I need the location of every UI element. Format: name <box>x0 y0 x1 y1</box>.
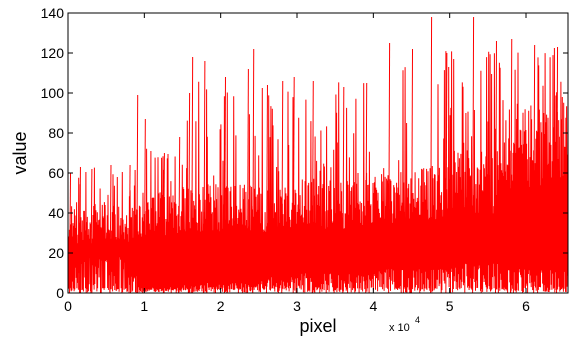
peak-spike <box>365 82 368 293</box>
series-line <box>68 47 568 293</box>
x-tick-label: 5 <box>446 298 454 314</box>
x-tick-label: 6 <box>522 298 530 314</box>
x-axis-multiplier-exponent: 4 <box>415 315 420 325</box>
x-axis-ticks: 0 1 2 3 4 5 6 <box>64 13 530 314</box>
peak-spike <box>311 80 314 293</box>
x-tick-label: 0 <box>64 298 72 314</box>
peak-spike <box>109 164 112 293</box>
x-tick-label: 3 <box>293 298 301 314</box>
peak-spike <box>281 80 284 293</box>
peak-spike <box>246 68 249 293</box>
y-tick-label: 120 <box>41 45 65 61</box>
plot-frame <box>67 12 569 294</box>
peak-spike <box>191 56 194 293</box>
y-tick-label: 100 <box>41 85 65 101</box>
peak-spike <box>411 48 414 293</box>
x-axis-multiplier: x 10 <box>389 322 410 334</box>
data-layer <box>68 16 568 293</box>
peak-spike <box>143 118 146 293</box>
peak-spike <box>265 84 268 293</box>
peak-spike <box>510 38 513 293</box>
plot-area <box>67 12 569 294</box>
peak-spike <box>90 168 93 293</box>
peak-spike <box>430 16 433 293</box>
y-tick-label: 0 <box>56 285 64 301</box>
peak-spike <box>162 152 165 293</box>
x-tick-label: 4 <box>369 298 377 314</box>
x-axis-label: pixel <box>299 316 336 336</box>
y-tick-label: 40 <box>48 205 64 221</box>
peak-spike <box>494 40 497 293</box>
peak-spike <box>69 172 72 293</box>
peak-spike <box>128 164 131 293</box>
y-tick-label: 60 <box>48 165 64 181</box>
peak-spike <box>342 86 345 293</box>
peak-spike <box>472 16 475 293</box>
peak-spike <box>188 92 191 293</box>
peak-spike <box>203 60 206 293</box>
peak-spike <box>178 136 181 293</box>
y-tick-label: 80 <box>48 125 64 141</box>
peak-spike <box>136 94 139 293</box>
peak-spike <box>292 76 295 293</box>
peak-spike <box>533 44 536 293</box>
y-axis-ticks: 0 20 40 60 80 100 120 140 <box>41 5 568 301</box>
peak-spike <box>388 42 391 293</box>
peak-spike <box>445 52 448 293</box>
x-tick-label: 2 <box>217 298 225 314</box>
y-axis-label: value <box>10 131 30 174</box>
y-tick-label: 140 <box>41 5 65 21</box>
x-tick-label: 1 <box>140 298 148 314</box>
peak-spike <box>223 76 226 293</box>
peak-spike <box>78 166 81 293</box>
y-tick-label: 20 <box>48 245 64 261</box>
peak-spike <box>252 48 255 293</box>
peak-spike <box>556 46 559 293</box>
